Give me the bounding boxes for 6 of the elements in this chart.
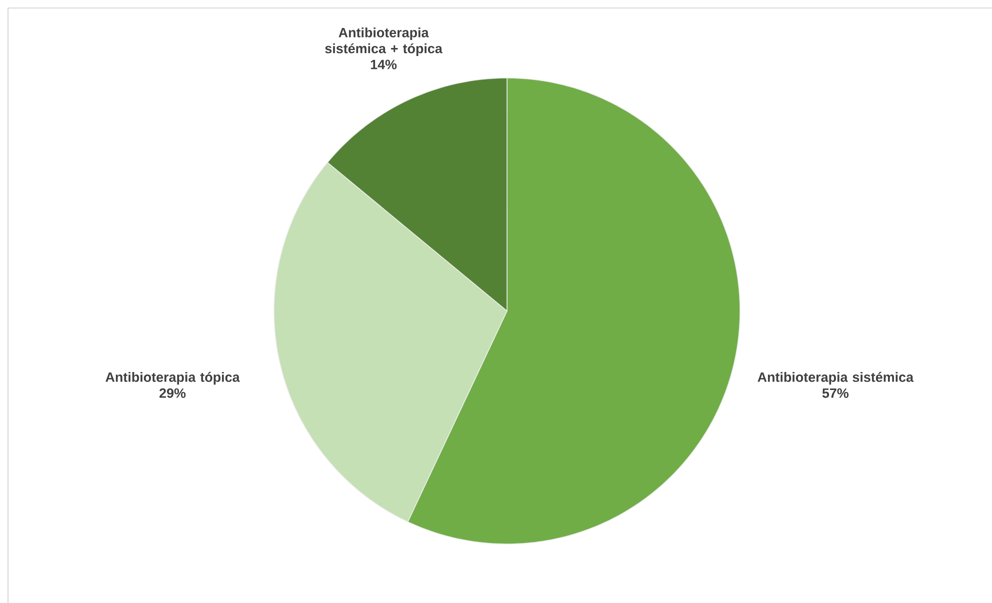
data-label: 29% bbox=[159, 388, 186, 398]
slice-label: Antibioterapia tópica bbox=[106, 372, 240, 385]
data-label: 57% bbox=[822, 388, 849, 398]
slice-label: Antibioterapia sistémica + tópica bbox=[325, 27, 442, 56]
data-label: 14% bbox=[370, 60, 397, 70]
slice-label: Antibioterapia sistémica bbox=[758, 372, 914, 385]
